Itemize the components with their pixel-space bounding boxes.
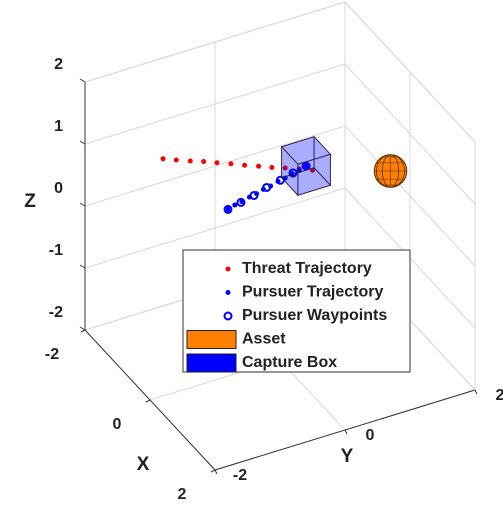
legend-marker <box>187 354 236 372</box>
trajectory-point <box>161 156 166 161</box>
legend-marker <box>226 267 231 272</box>
trajectory-point <box>201 159 206 164</box>
trajectory-point <box>174 157 179 162</box>
legend-label: Pursuer Waypoints <box>242 307 387 324</box>
legend-label: Asset <box>242 331 286 348</box>
z-tick-label: 2 <box>54 56 63 73</box>
x-axis-label: X <box>137 454 150 475</box>
trajectory-point <box>228 161 233 166</box>
legend-label: Threat Trajectory <box>242 260 372 277</box>
x-tick-label: 0 <box>113 416 122 433</box>
trajectory-point <box>188 158 193 163</box>
y-tick-label: -2 <box>233 467 247 484</box>
z-axis-label: Z <box>24 191 36 212</box>
trajectory-point <box>269 165 274 170</box>
x-tick-label: -2 <box>45 346 59 363</box>
z-tick-label: -1 <box>49 242 63 259</box>
legend-marker <box>226 290 231 295</box>
x-tick-label: 2 <box>178 486 187 503</box>
legend-label: Pursuer Trajectory <box>242 284 384 301</box>
trajectory-point <box>242 163 247 168</box>
legend-label: Capture Box <box>242 354 337 371</box>
y-tick-label: 0 <box>366 427 375 444</box>
z-tick-label: 1 <box>54 118 63 135</box>
trajectory-point <box>256 164 261 169</box>
y-tick-label: 2 <box>496 387 503 404</box>
z-tick-label: 0 <box>54 180 63 197</box>
trajectory-point <box>232 203 237 208</box>
z-tick-label: -2 <box>49 304 63 321</box>
y-axis-label: Y <box>341 446 354 467</box>
chart: X Y Z -2 0 2 -2 0 2 -2 -1 0 1 2 Threat Trajectory Pu… <box>0 0 503 509</box>
trajectory-point <box>226 207 231 212</box>
legend-marker <box>187 331 236 349</box>
trajectory-point <box>214 160 219 165</box>
